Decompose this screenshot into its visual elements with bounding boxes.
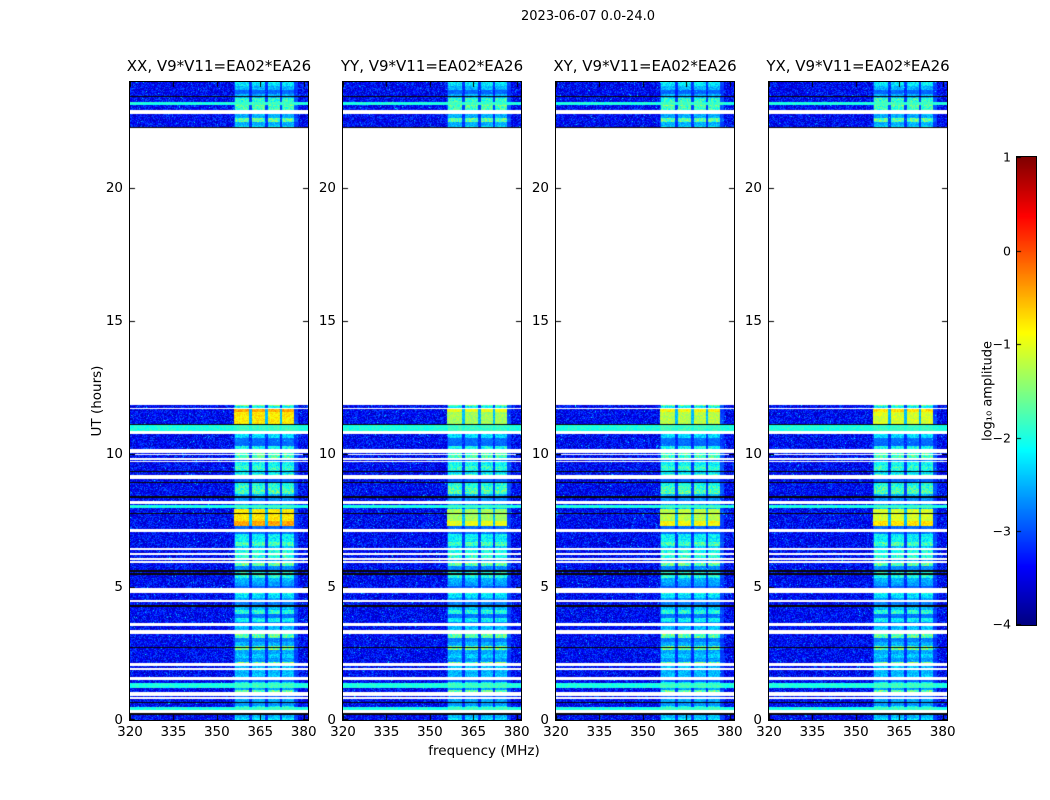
heatmap-canvas-yy (342, 81, 522, 721)
x-tick-label: 335 (373, 724, 400, 740)
y-tick-label: 15 (318, 313, 336, 330)
x-tick-label: 380 (716, 724, 743, 740)
panel-title-yx: YX, V9*V11=EA02*EA26 (766, 57, 950, 75)
y-tick-label: 0 (753, 712, 762, 728)
y-tick-label: 10 (744, 446, 762, 463)
y-tick-label: 5 (327, 579, 336, 596)
panel-title-xy: XY, V9*V11=EA02*EA26 (553, 57, 737, 75)
y-tick-label: 10 (531, 446, 549, 463)
figure-title: 2023-06-07 0.0-24.0 (521, 9, 655, 24)
y-tick-label: 10 (105, 446, 123, 463)
x-tick-label: 380 (290, 724, 317, 740)
heatmap-canvas-xy (555, 81, 735, 721)
panel-title-yy: YY, V9*V11=EA02*EA26 (340, 57, 524, 75)
panel-xy: XY, V9*V11=EA02*EA26 320 335 350 365 380 0 5 10… (532, 57, 743, 740)
x-tick-label: 350 (629, 724, 656, 740)
x-axis-label: frequency (MHz) (428, 743, 540, 759)
x-tick-label: 335 (160, 724, 187, 740)
x-tick-label: 335 (799, 724, 826, 740)
panel-yy: YY, V9*V11=EA02*EA26 320 335 350 365 380 0 5 10… (319, 57, 530, 740)
y-tick-label: 20 (318, 180, 336, 197)
x-tick-label: 320 (756, 724, 782, 740)
y-tick-label: 5 (114, 579, 123, 596)
panel-yx: YX, V9*V11=EA02*EA26 320 335 350 365 380 0 5 10… (745, 57, 956, 740)
y-tick-label: 15 (531, 313, 549, 330)
y-tick-label: 15 (105, 313, 123, 330)
x-tick-label: 365 (460, 724, 487, 740)
colorbar-tick-label: 1 (1003, 149, 1011, 165)
x-tick-label: 320 (117, 724, 143, 740)
x-tick-label: 365 (886, 724, 913, 740)
colorbar-tick-label: −3 (992, 523, 1011, 539)
y-tick-label: 20 (744, 180, 762, 197)
y-tick-label: 5 (540, 579, 549, 596)
colorbar-tick-label: −2 (992, 430, 1011, 446)
x-tick-label: 320 (543, 724, 569, 740)
y-tick-label: 0 (540, 712, 549, 728)
colorbar-tick-label: −4 (992, 616, 1011, 632)
x-tick-label: 380 (929, 724, 956, 740)
y-tick-label: 0 (327, 712, 336, 728)
panel-title-xx: XX, V9*V11=EA02*EA26 (126, 57, 312, 75)
x-tick-label: 320 (330, 724, 356, 740)
y-tick-label: 10 (318, 446, 336, 463)
y-tick-label: 15 (744, 313, 762, 330)
colorbar-gradient (1016, 156, 1037, 626)
heatmap-canvas-xx (129, 81, 309, 721)
x-tick-label: 380 (503, 724, 530, 740)
y-tick-label: 5 (753, 579, 762, 596)
heatmap-canvas-yx (768, 81, 948, 721)
x-tick-label: 350 (416, 724, 443, 740)
colorbar: 1 0 −1 −2 −3 −4 (993, 150, 1037, 632)
y-tick-label: 0 (114, 712, 123, 728)
colorbar-tick-label: 0 (1003, 243, 1011, 259)
x-tick-label: 335 (586, 724, 613, 740)
x-tick-label: 365 (247, 724, 274, 740)
y-axis-label: UT (hours) (89, 365, 105, 437)
x-tick-label: 365 (673, 724, 700, 740)
x-tick-label: 350 (203, 724, 230, 740)
y-tick-label: 20 (105, 180, 123, 197)
colorbar-label: log₁₀ amplitude (980, 340, 996, 442)
panel-xx: XX, V9*V11=EA02*EA26 320 335 350 365 380 0 5 10… (106, 57, 317, 740)
y-tick-label: 20 (531, 180, 549, 197)
x-tick-label: 350 (842, 724, 869, 740)
colorbar-tick-label: −1 (992, 336, 1011, 352)
